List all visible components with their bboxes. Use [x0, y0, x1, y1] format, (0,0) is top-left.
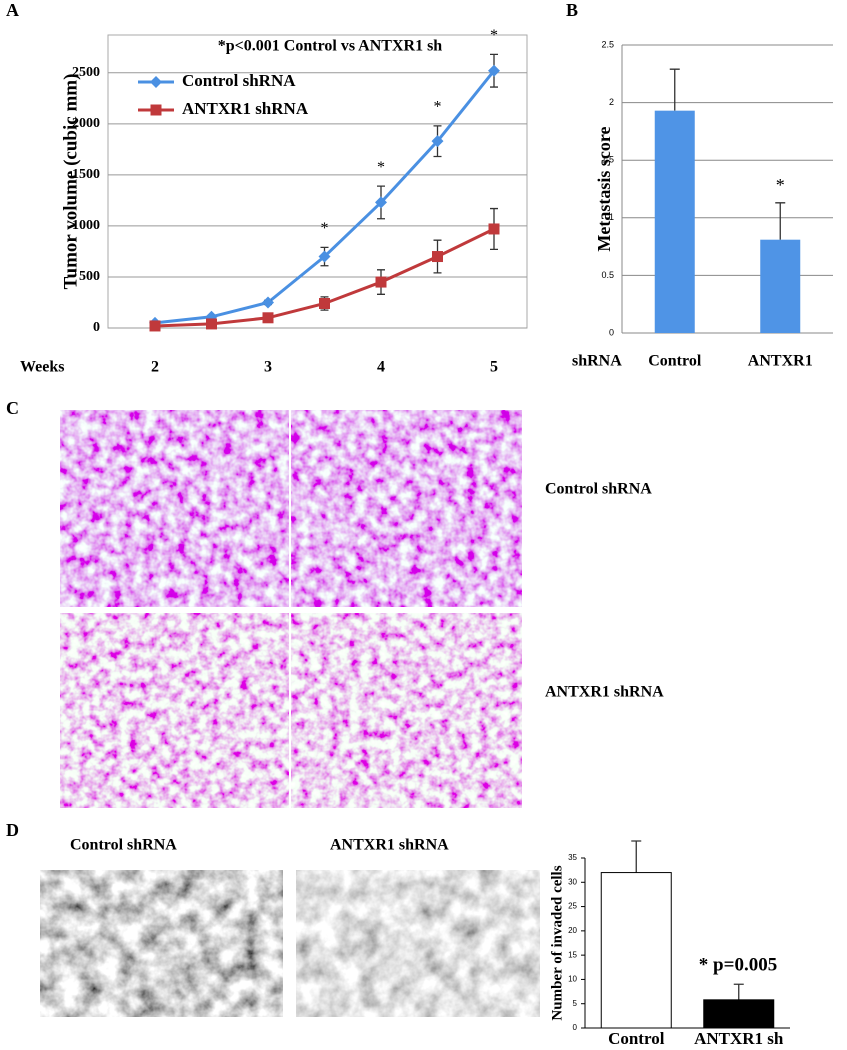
significance: *	[321, 220, 329, 237]
y-tick-label: 0	[609, 327, 614, 337]
bar	[600, 872, 672, 1029]
image-label: Control shRNA	[70, 837, 177, 854]
x-tick-label: 2	[151, 359, 159, 376]
marker	[488, 64, 500, 77]
error-bar	[733, 983, 744, 1000]
marker	[206, 318, 217, 330]
y-tick-label: 1500	[72, 167, 100, 182]
legend-marker	[150, 104, 162, 116]
y-tick-label: 2000	[72, 116, 100, 131]
panel-label: C	[6, 398, 19, 418]
marker	[319, 297, 330, 309]
marker	[149, 320, 161, 332]
error-bar	[669, 68, 680, 111]
x-tick-label: 3	[264, 359, 272, 376]
y-tick-label: 1.5	[601, 155, 614, 165]
panel-label: D	[6, 820, 19, 840]
legend-label: Control shRNA	[182, 71, 296, 90]
y-tick-label: 35	[568, 853, 577, 862]
error-bar	[631, 840, 642, 873]
y-tick-label: 15	[568, 950, 577, 959]
legend-marker	[150, 76, 162, 88]
marker	[262, 312, 274, 324]
x-tick-label: Control	[648, 353, 702, 370]
x-tick-label: 5	[490, 359, 498, 376]
y-tick-label: 20	[568, 926, 577, 935]
marker	[375, 276, 387, 288]
y-axis-label: Number of invaded cells	[549, 865, 565, 1020]
y-tick-label: 5	[573, 999, 578, 1008]
significance: *	[490, 27, 498, 44]
y-tick-label: 30	[568, 877, 577, 886]
annotation: *p<0.001 Control vs ANTXR1 sh	[218, 38, 443, 55]
y-tick-label: 2	[609, 97, 614, 107]
y-tick-label: 10	[568, 975, 577, 984]
y-tick-label: 2500	[72, 65, 100, 80]
image-label: Control shRNA	[545, 481, 652, 498]
y-tick-label: 0	[93, 320, 100, 335]
x-tick-label: 4	[377, 359, 385, 376]
significance: *	[377, 159, 385, 176]
bar	[654, 110, 695, 333]
marker	[432, 251, 443, 263]
series-line	[154, 227, 495, 328]
y-tick-label: 0	[573, 1023, 578, 1032]
plot-frame	[107, 34, 528, 329]
y-axis-label: Tumor volume (cubic mm)	[60, 74, 81, 290]
legend-label: ANTXR1 shRNA	[182, 99, 309, 118]
marker	[431, 135, 444, 148]
y-tick-label: 500	[79, 269, 100, 284]
marker	[375, 196, 387, 209]
y-tick-label: 25	[568, 902, 577, 911]
micrograph	[296, 870, 540, 1017]
y-tick-label: 1	[609, 212, 614, 222]
x-axis-label: shRNA	[572, 353, 622, 370]
image-label: ANTXR1 shRNA	[330, 837, 449, 854]
x-axis-label: Weeks	[20, 359, 64, 376]
error-bar	[775, 202, 786, 240]
panel-label: B	[566, 0, 578, 20]
x-tick-label: Control	[608, 1029, 665, 1048]
marker	[318, 250, 331, 263]
significance: *	[434, 99, 442, 116]
marker	[488, 223, 500, 235]
y-tick-label: 0.5	[601, 270, 614, 280]
x-tick-label: ANTXR1 sh	[694, 1029, 784, 1048]
y-axis-label: Metastasis score	[594, 126, 614, 251]
y-tick-label: 2.5	[601, 39, 614, 49]
annotation: * p=0.005	[699, 954, 777, 975]
bar	[760, 239, 801, 333]
micrograph	[40, 870, 283, 1017]
panel-label: A	[6, 0, 19, 20]
y-tick-label: 1000	[72, 218, 100, 233]
x-tick-label: ANTXR1	[748, 353, 813, 370]
bar	[703, 999, 775, 1029]
image-label: ANTXR1 shRNA	[545, 684, 664, 701]
marker	[262, 296, 274, 309]
significance: *	[776, 175, 785, 195]
